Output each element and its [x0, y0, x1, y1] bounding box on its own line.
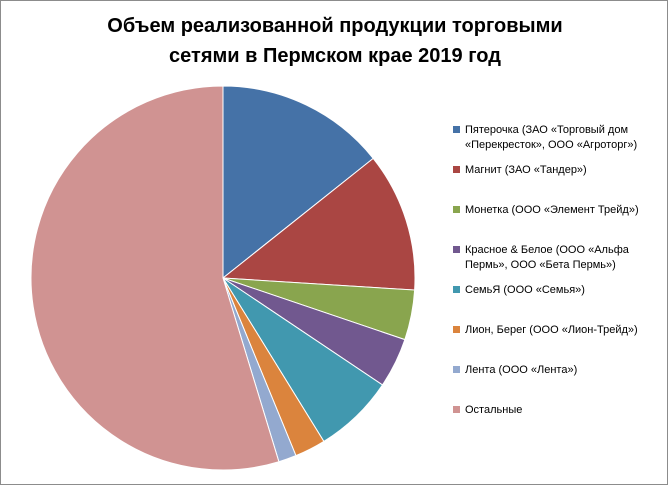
legend-label: Красное & Белое (ООО «Альфа Пермь», ООО …	[465, 244, 629, 271]
legend-swatch	[453, 166, 460, 173]
legend-label: Монетка (ООО «Элемент Трейд»)	[465, 204, 639, 216]
legend-item: СемьЯ (ООО «Семья»)	[453, 283, 665, 298]
legend-label: Магнит (ЗАО «Тандер»)	[465, 164, 587, 176]
legend-label: СемьЯ (ООО «Семья»)	[465, 284, 585, 296]
legend-item: Пятерочка (ЗАО «Торговый дом «Перекресто…	[453, 123, 665, 153]
legend-item: Лион, Берег (ООО «Лион-Трейд»)	[453, 323, 665, 338]
legend-item: Остальные	[453, 403, 665, 418]
chart-title-line-2: сетями в Пермском крае 2019 год	[169, 45, 501, 67]
legend-swatch	[453, 206, 460, 213]
legend-swatch	[453, 326, 460, 333]
legend-label: Лента (ООО «Лента»)	[465, 364, 578, 376]
legend-swatch	[453, 126, 460, 133]
legend-swatch	[453, 286, 460, 293]
legend-swatch	[453, 406, 460, 413]
pie-slice-1	[221, 157, 416, 291]
legend-item: Лента (ООО «Лента»)	[453, 363, 665, 378]
legend-item: Монетка (ООО «Элемент Трейд»)	[453, 203, 665, 218]
chart-title-line-1: Объем реализованной продукции торговыми	[107, 15, 563, 37]
pie-slice-0	[222, 85, 374, 280]
legend-label: Лион, Берег (ООО «Лион-Трейд»)	[465, 324, 638, 336]
chart-title: Объем реализованной продукции торговыми …	[1, 11, 668, 71]
legend-label: Пятерочка (ЗАО «Торговый дом «Перекресто…	[465, 124, 638, 151]
pie-slice-7	[30, 85, 280, 471]
legend-swatch	[453, 246, 460, 253]
legend-swatch	[453, 366, 460, 373]
legend-item: Магнит (ЗАО «Тандер»)	[453, 163, 665, 178]
legend-label: Остальные	[465, 404, 523, 416]
legend-item: Красное & Белое (ООО «Альфа Пермь», ООО …	[453, 243, 665, 273]
